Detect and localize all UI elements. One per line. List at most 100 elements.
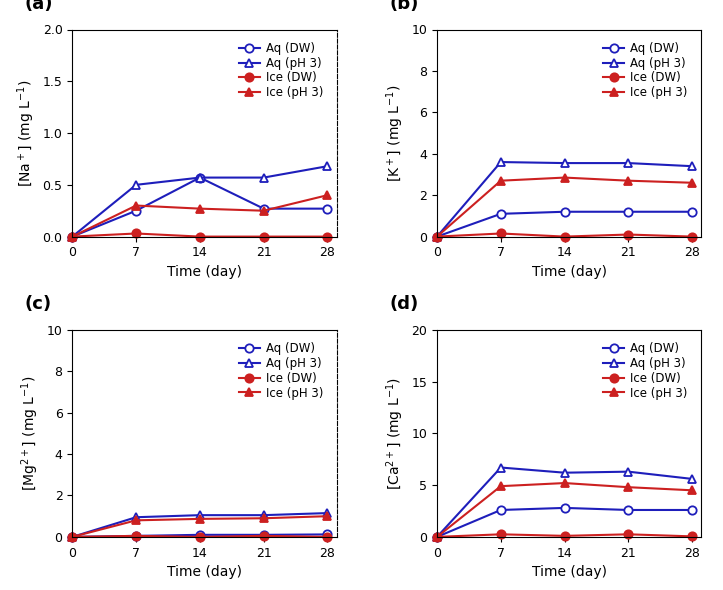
Line: Aq (DW): Aq (DW) (433, 208, 696, 241)
Ice (DW) (432, 533, 441, 540)
Aq (pH 3) (432, 533, 441, 540)
Y-axis label: [Ca$^{2+}$] (mg L$^{-1}$): [Ca$^{2+}$] (mg L$^{-1}$) (384, 377, 406, 490)
Line: Ice (DW): Ice (DW) (433, 530, 696, 541)
Ice (pH 3) (624, 177, 633, 184)
Ice (pH 3) (68, 533, 77, 540)
Ice (pH 3) (323, 192, 332, 199)
Ice (pH 3) (560, 480, 569, 487)
Aq (pH 3) (624, 468, 633, 475)
Line: Ice (pH 3): Ice (pH 3) (68, 512, 332, 541)
Aq (DW) (560, 208, 569, 215)
Aq (DW) (195, 174, 204, 181)
Line: Ice (DW): Ice (DW) (433, 230, 696, 241)
Legend: Aq (DW), Aq (pH 3), Ice (DW), Ice (pH 3): Aq (DW), Aq (pH 3), Ice (DW), Ice (pH 3) (236, 40, 325, 101)
Ice (pH 3) (432, 533, 441, 540)
Aq (pH 3) (195, 512, 204, 519)
Ice (DW) (323, 533, 332, 540)
Aq (pH 3) (68, 233, 77, 240)
Aq (pH 3) (688, 163, 696, 170)
Ice (pH 3) (497, 177, 505, 184)
Aq (DW) (432, 533, 441, 540)
Ice (DW) (688, 233, 696, 240)
Line: Ice (pH 3): Ice (pH 3) (433, 173, 696, 241)
Aq (DW) (260, 205, 268, 212)
Aq (DW) (323, 205, 332, 212)
Ice (DW) (560, 532, 569, 539)
Aq (DW) (497, 506, 505, 513)
Aq (pH 3) (624, 159, 633, 166)
Ice (DW) (497, 230, 505, 237)
Aq (DW) (624, 506, 633, 513)
Aq (DW) (497, 210, 505, 217)
Legend: Aq (DW), Aq (pH 3), Ice (DW), Ice (pH 3): Aq (DW), Aq (pH 3), Ice (DW), Ice (pH 3) (601, 40, 690, 101)
Line: Aq (pH 3): Aq (pH 3) (68, 162, 332, 241)
Ice (pH 3) (560, 174, 569, 181)
Aq (pH 3) (560, 469, 569, 476)
Ice (pH 3) (624, 484, 633, 491)
Aq (pH 3) (195, 174, 204, 181)
X-axis label: Time (day): Time (day) (167, 565, 242, 579)
Aq (DW) (624, 208, 633, 215)
Ice (DW) (260, 532, 268, 539)
Ice (DW) (132, 532, 140, 539)
Line: Aq (pH 3): Aq (pH 3) (433, 158, 696, 241)
Ice (DW) (688, 533, 696, 540)
Text: (d): (d) (390, 295, 419, 313)
X-axis label: Time (day): Time (day) (167, 265, 242, 279)
Line: Aq (pH 3): Aq (pH 3) (68, 509, 332, 541)
Line: Ice (pH 3): Ice (pH 3) (433, 479, 696, 541)
Ice (pH 3) (195, 515, 204, 522)
Ice (pH 3) (323, 513, 332, 520)
Ice (DW) (132, 230, 140, 237)
Aq (pH 3) (497, 159, 505, 166)
Ice (pH 3) (132, 517, 140, 524)
Text: (a): (a) (25, 0, 54, 13)
Line: Aq (DW): Aq (DW) (68, 173, 332, 241)
Aq (DW) (688, 208, 696, 215)
Ice (DW) (624, 231, 633, 238)
Ice (pH 3) (497, 483, 505, 490)
Aq (pH 3) (260, 512, 268, 519)
Aq (pH 3) (323, 510, 332, 517)
Aq (DW) (560, 504, 569, 512)
Aq (pH 3) (132, 514, 140, 521)
Ice (DW) (195, 533, 204, 540)
Ice (DW) (497, 531, 505, 538)
Ice (pH 3) (195, 205, 204, 212)
Aq (pH 3) (323, 163, 332, 170)
Aq (DW) (323, 531, 332, 538)
Aq (DW) (68, 533, 77, 540)
Ice (DW) (323, 233, 332, 240)
Ice (pH 3) (68, 233, 77, 240)
Aq (DW) (195, 531, 204, 538)
Aq (pH 3) (132, 181, 140, 188)
Aq (pH 3) (688, 476, 696, 483)
Ice (DW) (560, 233, 569, 240)
Ice (DW) (68, 233, 77, 240)
Aq (DW) (688, 506, 696, 513)
Aq (pH 3) (497, 464, 505, 471)
Ice (pH 3) (132, 202, 140, 209)
Ice (DW) (195, 233, 204, 240)
Ice (pH 3) (432, 233, 441, 240)
X-axis label: Time (day): Time (day) (531, 265, 607, 279)
Text: (c): (c) (25, 295, 52, 313)
X-axis label: Time (day): Time (day) (531, 565, 607, 579)
Ice (pH 3) (688, 487, 696, 494)
Y-axis label: [Na$^+$] (mg L$^{-1}$): [Na$^+$] (mg L$^{-1}$) (15, 79, 37, 187)
Legend: Aq (DW), Aq (pH 3), Ice (DW), Ice (pH 3): Aq (DW), Aq (pH 3), Ice (DW), Ice (pH 3) (236, 340, 325, 402)
Aq (pH 3) (432, 233, 441, 240)
Aq (pH 3) (260, 174, 268, 181)
Line: Aq (DW): Aq (DW) (433, 504, 696, 541)
Ice (DW) (260, 233, 268, 240)
Ice (pH 3) (260, 514, 268, 522)
Aq (DW) (68, 233, 77, 240)
Aq (DW) (132, 207, 140, 214)
Y-axis label: [Mg$^{2+}$] (mg L$^{-1}$): [Mg$^{2+}$] (mg L$^{-1}$) (20, 376, 41, 491)
Legend: Aq (DW), Aq (pH 3), Ice (DW), Ice (pH 3): Aq (DW), Aq (pH 3), Ice (DW), Ice (pH 3) (601, 340, 690, 402)
Ice (DW) (624, 531, 633, 538)
Aq (DW) (132, 532, 140, 539)
Aq (DW) (260, 531, 268, 538)
Y-axis label: [K$^+$] (mg L$^{-1}$): [K$^+$] (mg L$^{-1}$) (384, 84, 406, 182)
Text: (b): (b) (390, 0, 419, 13)
